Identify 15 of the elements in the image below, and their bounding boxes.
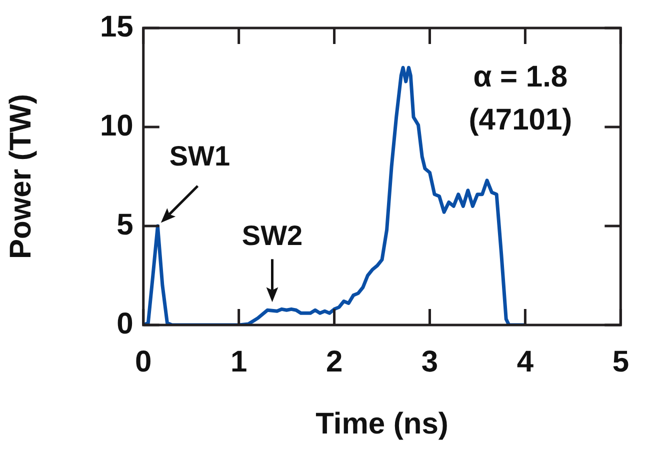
y-tick-label: 5 [116,208,134,242]
y-axis-title: Power (TW) [4,94,38,259]
x-tick-label: 1 [230,345,248,378]
x-axis-title: Time (ns) [316,407,448,440]
annotation: (47101) [468,103,572,136]
y-tick-label: 15 [100,10,134,44]
y-tick-label: 10 [100,109,134,142]
x-tick-label: 4 [516,345,534,378]
annotation: α = 1.8 [473,60,568,94]
x-tick-label: 5 [612,345,629,378]
x-tick-label: 2 [326,345,343,378]
y-tick-label: 0 [116,307,134,340]
x-tick-label: 3 [421,345,438,378]
annotation: SW1 [169,140,230,172]
annotation: SW2 [242,220,303,251]
